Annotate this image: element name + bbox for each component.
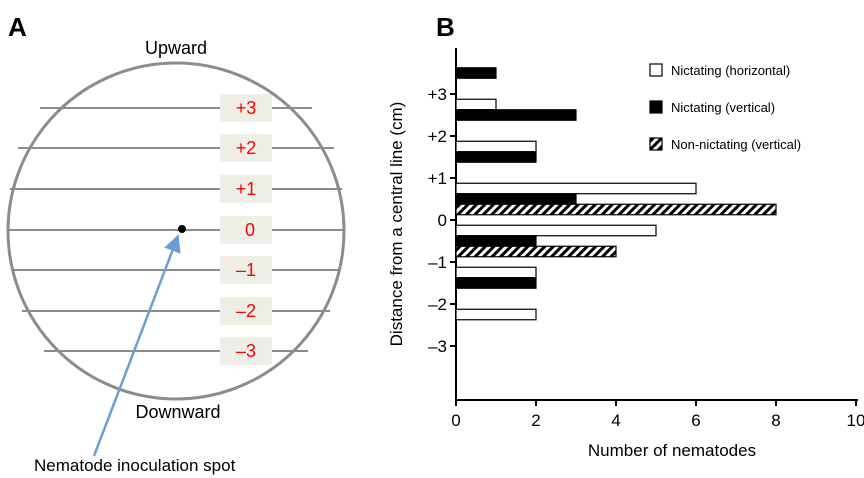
bar-nictating-vertical — [455, 67, 497, 79]
panel-b-letter: B — [436, 12, 455, 42]
legend-item: Nictating (horizontal) — [649, 63, 790, 78]
bar-nictating-horizontal — [455, 140, 537, 153]
x-tick-label: 6 — [691, 411, 700, 430]
plate-labels: +3 +2 +1 0 –1 –2 –3 — [220, 94, 272, 365]
line-label-bg — [220, 297, 272, 325]
callout-arrow — [92, 234, 181, 457]
y-tick-label: 0 — [438, 211, 447, 230]
petri-dish — [6, 61, 346, 401]
line-label: –1 — [236, 260, 256, 280]
legend-swatch-nictating-vertical — [649, 100, 663, 114]
legend-label: Nictating (vertical) — [671, 100, 775, 115]
y-tick-label: +1 — [428, 169, 447, 188]
line-label-bg — [220, 337, 272, 365]
panel-b: B Distance from a central line (cm) Numb… — [387, 12, 864, 460]
top-label: Upward — [145, 38, 207, 58]
line-label-bg — [220, 134, 272, 162]
line-label: –2 — [236, 301, 256, 321]
line-label: 0 — [245, 220, 255, 240]
line-label: +1 — [236, 179, 257, 199]
bar-nictating-vertical — [455, 109, 577, 121]
bar-nictating-horizontal — [455, 182, 697, 195]
bar-nictating-vertical — [455, 151, 537, 163]
bar-nictating-vertical — [455, 277, 537, 289]
y-tick-label: +2 — [428, 127, 447, 146]
x-tick-label: 4 — [611, 411, 620, 430]
bars — [455, 67, 777, 321]
bar-nictating-horizontal — [455, 224, 657, 237]
y-tick-label: –2 — [428, 295, 447, 314]
line-label: +2 — [236, 138, 257, 158]
x-axis-title: Number of nematodes — [588, 441, 756, 460]
line-label-bg — [220, 216, 272, 244]
y-tick-label: –1 — [428, 253, 447, 272]
bottom-label: Downward — [135, 402, 220, 422]
line-label: +3 — [236, 98, 257, 118]
panel-a-letter: A — [8, 12, 27, 42]
line-label-bg — [220, 256, 272, 284]
legend-item: Non-nictating (vertical) — [649, 137, 801, 152]
callout-label: Nematode inoculation spot — [34, 456, 236, 475]
x-tick-label: 0 — [451, 411, 460, 430]
bar-non-nictating-vertical — [455, 245, 617, 258]
legend-swatch-nictating-horizontal — [649, 63, 663, 77]
line-label-bg — [220, 94, 272, 122]
bar-nictating-horizontal — [455, 266, 537, 279]
legend-label: Non-nictating (vertical) — [671, 137, 801, 152]
panel-a: A +3 +2 +1 0 –1 –2 –3 — [6, 12, 346, 475]
bar-nictating-horizontal — [455, 308, 537, 321]
inoculation-spot — [178, 225, 186, 233]
bar-non-nictating-vertical — [455, 203, 777, 216]
legend: Nictating (horizontal) Nictating (vertic… — [649, 63, 801, 152]
legend-label: Nictating (horizontal) — [671, 63, 790, 78]
bar-nictating-vertical — [455, 235, 537, 247]
legend-item: Nictating (vertical) — [649, 100, 775, 115]
plate-lines — [8, 107, 344, 352]
bar-nictating-vertical — [455, 193, 577, 205]
x-ticks: 0 2 4 6 8 10 — [451, 400, 864, 430]
line-label-bg — [220, 175, 272, 203]
legend-swatch-non-nictating-vertical — [649, 137, 663, 151]
y-ticks: +3 +2 +1 0 –1 –2 –3 — [428, 85, 456, 356]
y-tick-label: +3 — [428, 85, 447, 104]
x-tick-label: 10 — [847, 411, 864, 430]
x-tick-label: 2 — [531, 411, 540, 430]
y-axis-title: Distance from a central line (cm) — [387, 102, 406, 347]
bar-nictating-horizontal — [455, 98, 497, 111]
line-label: –3 — [236, 341, 256, 361]
y-tick-label: –3 — [428, 337, 447, 356]
x-tick-label: 8 — [771, 411, 780, 430]
